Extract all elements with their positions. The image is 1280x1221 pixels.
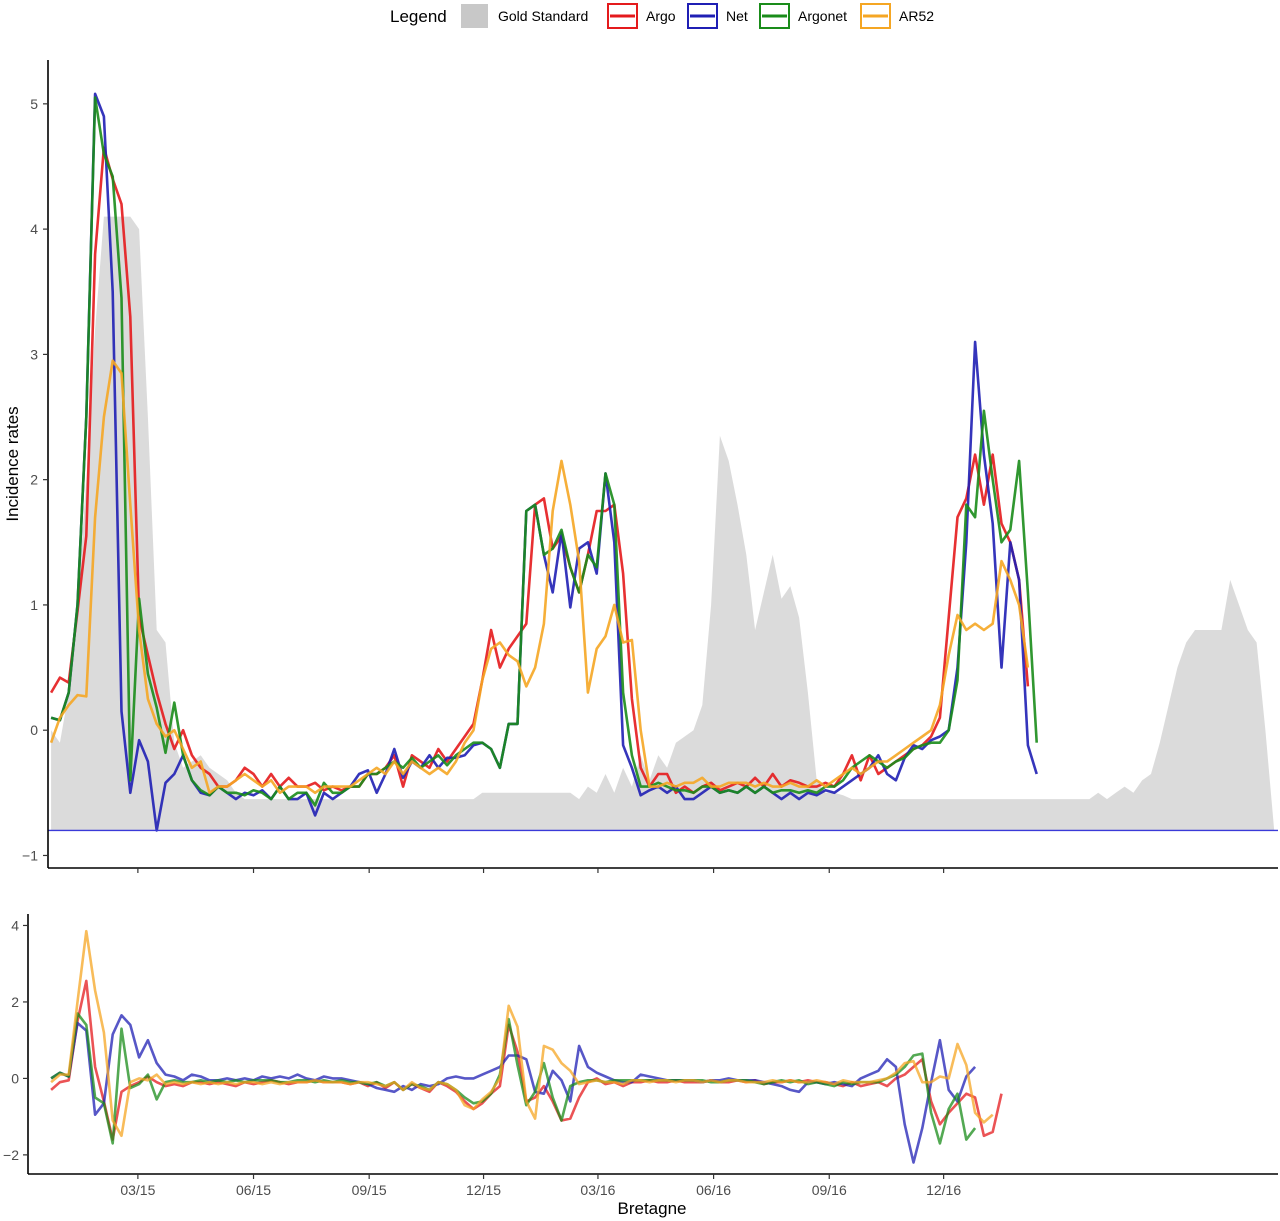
y-tick-label: 5 — [30, 96, 38, 112]
x-axis-title: Bretagne — [618, 1199, 687, 1218]
x-tick-label: 03/15 — [120, 1182, 155, 1198]
series-line-argonet — [50, 96, 1038, 807]
legend-title: Legend — [390, 7, 447, 26]
y-tick-label: 4 — [30, 221, 38, 237]
series-line-argo — [49, 146, 1030, 795]
legend-label-gold-standard: Gold Standard — [498, 8, 588, 24]
x-tick-label: 03/16 — [580, 1182, 615, 1198]
x-tick-label: 09/16 — [812, 1182, 847, 1198]
legend: Legend Gold Standard Argo Net Argonet AR… — [390, 3, 934, 29]
residual-y-tick-label: 0 — [11, 1070, 19, 1086]
legend-label-argonet: Argonet — [798, 8, 847, 24]
x-tick-label: 12/16 — [926, 1182, 961, 1198]
y-tick-label: 2 — [30, 472, 38, 488]
legend-label-argo: Argo — [646, 8, 676, 24]
legend-label-net: Net — [726, 8, 748, 24]
y-axis-title: Incidence rates — [3, 406, 22, 521]
bottom-panel: −2 0 2 4 03/15 06/15 09/15 12/15 03/16 06/16 09/16… — [3, 914, 1278, 1198]
legend-key-gold-standard — [461, 4, 488, 28]
legend-label-ar52: AR52 — [899, 8, 934, 24]
series-area-gold-standard — [51, 216, 1275, 831]
residual-y-tick-label: 4 — [11, 917, 19, 933]
x-tick-label: 09/15 — [352, 1182, 387, 1198]
x-tick-label: 06/16 — [696, 1182, 731, 1198]
x-tick-label: 12/15 — [466, 1182, 501, 1198]
top-panel: −1 0 1 2 3 4 5 — [22, 60, 1278, 873]
y-tick-label: −1 — [22, 847, 38, 863]
residual-line-ar52 — [50, 929, 994, 1138]
x-tick-label: 06/15 — [236, 1182, 271, 1198]
y-tick-label: 1 — [30, 597, 38, 613]
y-tick-label: 0 — [30, 722, 38, 738]
y-tick-label: 3 — [30, 346, 38, 362]
residual-y-tick-label: 2 — [11, 994, 19, 1010]
residual-line-argonet — [50, 1012, 977, 1145]
series-line-ar52 — [49, 359, 1030, 795]
series-line-net — [50, 92, 1038, 832]
residual-y-tick-label: −2 — [3, 1147, 19, 1163]
